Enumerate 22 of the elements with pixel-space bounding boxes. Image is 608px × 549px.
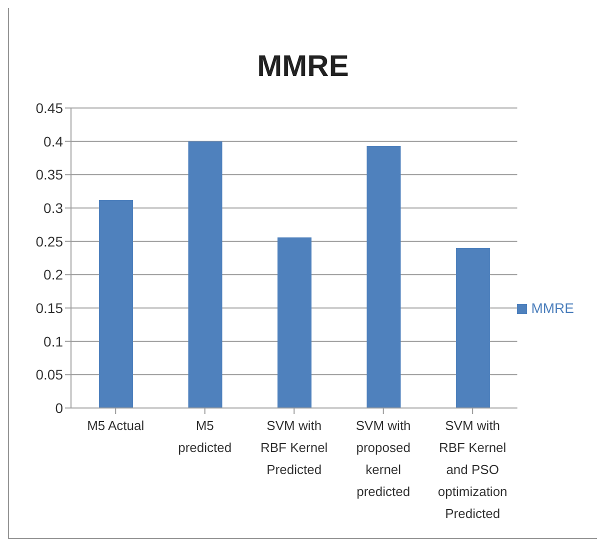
legend-label: MMRE bbox=[531, 300, 574, 316]
y-tick-label: 0.45 bbox=[36, 100, 64, 116]
x-tick-label: SVM with RBF Kernel and PSO optimization Predicted bbox=[438, 418, 508, 521]
y-tick-label: 0.35 bbox=[36, 166, 64, 183]
x-tick-label: M5 Actual bbox=[87, 418, 144, 433]
x-tick-label: M5 predicted bbox=[178, 418, 232, 455]
y-tick-label: 0.25 bbox=[36, 233, 64, 250]
bar bbox=[456, 248, 490, 408]
y-tick-label: 0 bbox=[55, 400, 64, 416]
bar bbox=[366, 146, 401, 408]
x-tick-label: SVM with RBF Kernel Predicted bbox=[260, 418, 328, 477]
y-tick-label: 0.3 bbox=[44, 200, 64, 216]
y-tick-label: 0.4 bbox=[44, 133, 64, 150]
y-tick-label: 0.15 bbox=[36, 300, 64, 316]
bar bbox=[99, 200, 133, 408]
chart-title: MMRE bbox=[256, 49, 350, 85]
y-tick-label: 0.05 bbox=[36, 366, 64, 383]
y-tick-label: 0.1 bbox=[44, 333, 64, 350]
x-tick-label: SVM with proposed kernel predicted bbox=[356, 418, 411, 499]
y-tick-label: 0.2 bbox=[44, 266, 64, 283]
bar bbox=[277, 237, 312, 408]
bar bbox=[188, 141, 222, 408]
